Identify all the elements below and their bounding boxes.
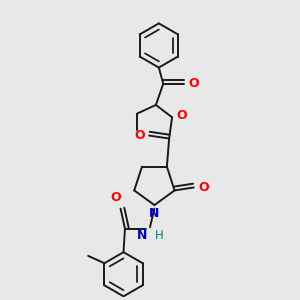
Text: O: O — [134, 129, 145, 142]
Text: N: N — [149, 206, 160, 220]
Text: O: O — [198, 181, 209, 194]
Text: O: O — [176, 109, 187, 122]
Text: N: N — [137, 229, 148, 242]
Text: H: H — [155, 229, 164, 242]
Text: O: O — [188, 77, 199, 90]
Text: O: O — [111, 191, 122, 204]
